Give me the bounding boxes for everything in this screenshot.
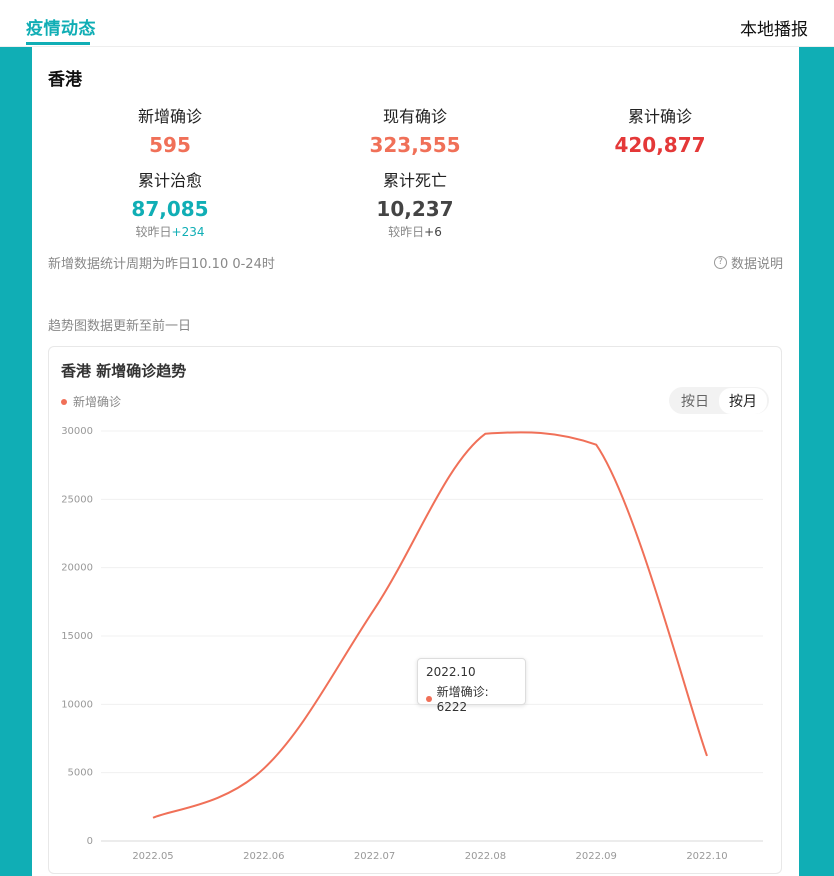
- trend-chart-card: 0 5000 10000 15000 20000 25000 30000 2022.05 202…: [48, 346, 782, 874]
- stat-current-confirmed: 现有确诊 323,555: [295, 103, 535, 157]
- stat-label: 累计确诊: [627, 107, 692, 126]
- stat-value: 10,237: [376, 197, 454, 221]
- stat-label: 累计死亡: [382, 171, 447, 190]
- right-accent-bar: [799, 47, 834, 876]
- tooltip-date: 2022.10: [426, 665, 476, 679]
- toggle-by-day-button[interactable]: 按日: [681, 393, 709, 410]
- trend-update-note: 趋势图数据更新至前一日: [48, 319, 192, 334]
- tooltip-dot: [426, 695, 432, 702]
- legend-dot: [61, 398, 67, 405]
- left-accent-bar: [0, 47, 32, 876]
- y-tick-label: 10000: [61, 699, 93, 710]
- x-tick-label: 2022.09: [576, 851, 617, 862]
- y-tick-label: 20000: [61, 563, 93, 574]
- stat-label: 新增确诊: [137, 107, 202, 126]
- stat-value: 87,085: [131, 197, 209, 221]
- data-explain-link[interactable]: ? 数据说明: [713, 253, 783, 272]
- chart-legend[interactable]: 新增确诊: [61, 393, 121, 410]
- stat-total-deaths: 累计死亡 10,237 较昨日+6: [295, 167, 535, 240]
- trend-chart: 0 5000 10000 15000 20000 25000 30000 2022.05 202…: [61, 426, 763, 862]
- question-circle-icon: ?: [713, 256, 727, 269]
- stat-delta: 较昨日+234: [50, 223, 290, 240]
- period-toggle: 按日 按月: [669, 387, 769, 414]
- x-tick-label: 2022.05: [132, 851, 173, 862]
- stat-value: 420,877: [614, 133, 706, 157]
- x-tick-label: 2022.08: [465, 851, 506, 862]
- active-tab-underline: [26, 42, 90, 45]
- stat-new-confirmed: 新增确诊 595: [50, 103, 290, 157]
- stat-total-cured: 累计治愈 87,085 较昨日+234: [50, 167, 290, 240]
- y-tick-label: 25000: [61, 494, 93, 505]
- delta-value: +6: [424, 225, 442, 239]
- stat-label: 累计治愈: [137, 171, 202, 190]
- x-tick-label: 2022.10: [686, 851, 727, 862]
- chart-title: 香港 新增确诊趋势: [61, 362, 187, 380]
- y-tick-label: 5000: [68, 768, 93, 779]
- chart-tooltip: 2022.10 新增确诊: 6222: [417, 658, 526, 714]
- region-title: 香港: [48, 70, 82, 90]
- toggle-by-month-button[interactable]: 按月: [719, 387, 767, 414]
- stat-delta: 较昨日+6: [295, 223, 535, 240]
- delta-value: +234: [171, 225, 205, 239]
- top-nav: 疫情动态 本地播报: [0, 0, 834, 47]
- tab-local-broadcast[interactable]: 本地播报: [740, 20, 808, 40]
- stat-label: 现有确诊: [382, 107, 447, 126]
- y-tick-label: 30000: [61, 426, 93, 437]
- stat-value: 595: [149, 133, 191, 157]
- stat-total-confirmed: 累计确诊 420,877: [540, 103, 780, 157]
- main-panel: 香港 新增确诊 595 现有确诊 323,555 累计确诊 420,877 累计…: [32, 47, 799, 876]
- series-line-new-confirmed[interactable]: [152, 431, 708, 819]
- delta-prefix: 较昨日: [388, 225, 425, 239]
- legend-label: 新增确诊: [73, 395, 122, 409]
- y-tick-label: 0: [87, 836, 93, 847]
- y-tick-label: 15000: [61, 631, 93, 642]
- x-tick-label: 2022.07: [354, 851, 395, 862]
- stat-period-note: 新增数据统计周期为昨日10.10 0-24时: [48, 257, 275, 272]
- delta-prefix: 较昨日: [135, 225, 172, 239]
- tab-epidemic-news[interactable]: 疫情动态: [26, 19, 96, 39]
- tooltip-value: 新增确诊: 6222: [436, 685, 489, 714]
- stat-value: 323,555: [369, 133, 461, 157]
- data-explain-label: 数据说明: [730, 257, 783, 272]
- x-tick-label: 2022.06: [243, 851, 284, 862]
- tooltip-row: 新增确诊: 6222: [426, 683, 517, 714]
